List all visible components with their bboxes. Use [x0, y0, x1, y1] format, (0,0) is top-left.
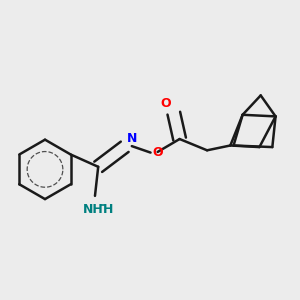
Text: NH: NH [83, 203, 104, 216]
Text: H: H [103, 203, 114, 216]
Text: O: O [160, 97, 171, 110]
Text: O: O [152, 146, 163, 159]
Text: N: N [127, 133, 138, 146]
